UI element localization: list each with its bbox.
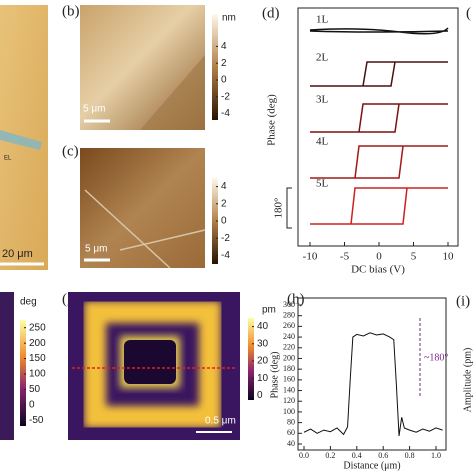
colorbar-tick-label: -4 bbox=[221, 250, 230, 261]
colorbar-tick-label: 250 bbox=[29, 322, 46, 333]
x-tick-label: 0.2 bbox=[325, 451, 335, 460]
switched-ring bbox=[84, 301, 221, 428]
x-tick-label: -5 bbox=[340, 251, 350, 263]
terrace bbox=[140, 55, 205, 130]
panel-label: (b) bbox=[62, 3, 80, 19]
domain bbox=[124, 340, 176, 384]
panel-label: (d) bbox=[262, 5, 280, 21]
layer-label: 1L bbox=[316, 14, 329, 26]
colorbar-tick-label: 30 bbox=[257, 338, 269, 349]
layer-label: 3L bbox=[316, 94, 329, 106]
axes bbox=[297, 297, 447, 451]
colorbar-tick-label: 0 bbox=[257, 390, 263, 401]
colorbar-tick-label: 10 bbox=[257, 373, 269, 384]
x-tick-label: 5 bbox=[411, 251, 417, 263]
scale-label: 5 μm bbox=[83, 104, 105, 115]
axes bbox=[297, 7, 459, 247]
colorbar-tick-label: 40 bbox=[257, 321, 269, 332]
y-tick-label: 60 bbox=[287, 428, 295, 437]
colorbar-tick-label: -2 bbox=[221, 91, 230, 102]
colorbar-tick-label: -4 bbox=[221, 108, 230, 119]
colorbar-tick-label: 100 bbox=[29, 369, 46, 380]
colorbar-tick-label: 2 bbox=[221, 58, 227, 69]
colorbar-tick-label: -2 bbox=[221, 233, 230, 244]
y-tick-label: 100 bbox=[283, 407, 295, 416]
x-tick-label: -10 bbox=[303, 251, 318, 263]
hysteresis-loop bbox=[309, 27, 449, 35]
colorbar-tick-label: 200 bbox=[29, 338, 46, 349]
hysteresis-loop bbox=[310, 61, 448, 87]
hysteresis-loop bbox=[310, 103, 448, 133]
colorbar bbox=[212, 14, 218, 120]
panel-label: (c) bbox=[62, 143, 79, 159]
y-tick-label: 260 bbox=[283, 321, 295, 330]
y-tick-label: 240 bbox=[283, 332, 295, 341]
phase-profile bbox=[303, 332, 443, 437]
x-tick-label: 0.4 bbox=[352, 451, 362, 460]
colorbar-unit: deg bbox=[20, 297, 37, 308]
panel-label: ( bbox=[466, 5, 471, 21]
y-tick-label: 120 bbox=[283, 396, 295, 405]
y-tick-label: 280 bbox=[283, 311, 295, 320]
colorbar-tick-label: -50 bbox=[29, 415, 44, 426]
y-tick-label: 80 bbox=[287, 417, 295, 426]
phase-image bbox=[0, 292, 14, 440]
y-tick-label: 160 bbox=[283, 375, 295, 384]
flake bbox=[0, 130, 42, 150]
scale-label: 5 μm bbox=[85, 244, 107, 255]
colorbar-tick-label: 0 bbox=[29, 399, 35, 410]
colorbar-tick-label: 0 bbox=[221, 75, 227, 86]
colorbar-unit: pm bbox=[262, 305, 276, 316]
y-tick-label: 300 bbox=[283, 300, 295, 309]
y-tick-label: 220 bbox=[283, 343, 295, 352]
colorbar-tick-label: 4 bbox=[221, 181, 227, 192]
bracket bbox=[286, 187, 292, 229]
y-tick-label: 180 bbox=[283, 364, 295, 373]
scale-label: 0.5 μm bbox=[205, 416, 236, 427]
y-label: Phase (deg) bbox=[269, 352, 280, 399]
x-tick-label: 1.0 bbox=[431, 451, 441, 460]
panel-label: (i) bbox=[456, 293, 470, 309]
y-tick-label: 140 bbox=[283, 385, 295, 394]
colorbar bbox=[248, 318, 254, 400]
layer-label: 2L bbox=[316, 52, 329, 64]
scale-label: 20 μm bbox=[2, 248, 33, 260]
afm-image bbox=[80, 148, 205, 268]
colorbar-tick-label: 150 bbox=[29, 353, 46, 364]
bracket-label: 180° bbox=[273, 198, 285, 219]
panel-label: (h) bbox=[287, 291, 305, 307]
colorbar-tick-label: 20 bbox=[257, 356, 269, 367]
annotation: ~180° bbox=[424, 352, 448, 363]
note: EL bbox=[4, 156, 12, 162]
x-tick-label: 10 bbox=[443, 251, 455, 263]
x-tick-label: 0.6 bbox=[378, 451, 388, 460]
colorbar-tick-label: 0 bbox=[221, 216, 227, 227]
y-label: Phase (deg) bbox=[266, 94, 278, 146]
y-tick-label: 40 bbox=[287, 439, 295, 448]
colorbar-tick-label: 4 bbox=[221, 41, 227, 52]
y-label: Amplitude (pm) bbox=[462, 348, 473, 413]
x-tick-label: 0 bbox=[376, 251, 382, 263]
colorbar-unit: nm bbox=[222, 13, 236, 24]
hysteresis-loop bbox=[310, 187, 448, 225]
layer-label: 5L bbox=[316, 178, 329, 190]
wrinkle bbox=[84, 189, 206, 269]
x-tick-label: 0.0 bbox=[299, 451, 309, 460]
hysteresis-loop bbox=[310, 145, 448, 179]
x-label: DC bias (V) bbox=[351, 264, 405, 276]
layer-label: 4L bbox=[316, 136, 329, 148]
colorbar bbox=[212, 178, 218, 264]
colorbar bbox=[20, 320, 26, 426]
x-label: Distance (μm) bbox=[343, 460, 400, 471]
colorbar-tick-label: 2 bbox=[221, 198, 227, 209]
x-tick-label: 0.8 bbox=[405, 451, 415, 460]
y-tick-label: 200 bbox=[283, 353, 295, 362]
colorbar-tick-label: 50 bbox=[29, 384, 41, 395]
